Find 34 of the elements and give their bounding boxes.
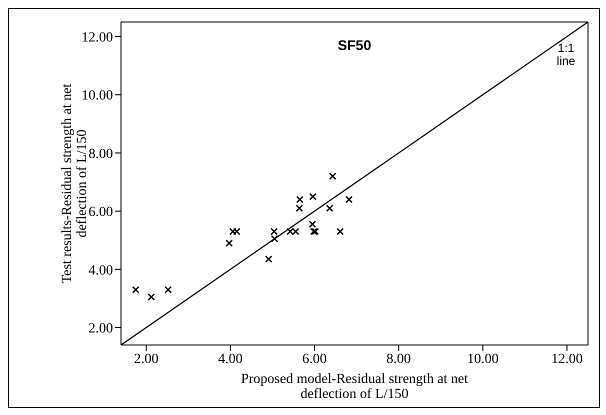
- x-tick-label: 4.00: [218, 352, 243, 367]
- x-tick-label: 8.00: [386, 352, 411, 367]
- x-axis-title: Proposed model-Residual strength at net deflection of L/150: [240, 372, 468, 402]
- point: [233, 228, 240, 236]
- point: [310, 228, 318, 236]
- point: [296, 196, 304, 204]
- point: [264, 255, 272, 263]
- annotation: 1:1 line: [556, 41, 576, 68]
- x-tick-label: 12.00: [551, 352, 583, 367]
- y-tick-label: 8.00: [88, 146, 113, 162]
- point: [328, 172, 336, 180]
- point: [225, 239, 233, 247]
- point: [229, 228, 237, 236]
- point: [148, 293, 155, 301]
- point: [296, 204, 304, 212]
- point: [309, 192, 317, 200]
- point: [336, 228, 344, 236]
- y-tick-label: 12.00: [82, 30, 113, 46]
- point: [270, 228, 278, 236]
- y-tick-label: 10.00: [82, 88, 113, 104]
- point: [164, 286, 172, 294]
- x-tick-label: 10.00: [467, 352, 499, 367]
- point: [270, 235, 278, 242]
- point: [345, 196, 353, 204]
- y-tick-label: 6.00: [88, 205, 113, 220]
- point: [308, 220, 316, 228]
- y-tick-label: 4.00: [88, 263, 113, 278]
- x-tick-label: 6.00: [302, 352, 327, 367]
- point: [326, 204, 334, 212]
- y-tick-label: 2.00: [88, 322, 113, 337]
- point: [132, 286, 140, 294]
- point: [312, 228, 320, 236]
- text: SF50: [338, 37, 372, 53]
- x-tick-label: 2.00: [134, 352, 158, 367]
